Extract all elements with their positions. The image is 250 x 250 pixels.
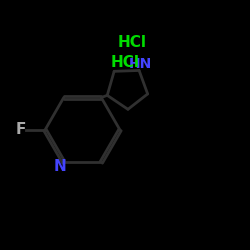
Text: HCl: HCl — [110, 55, 140, 70]
Text: HN: HN — [129, 57, 152, 71]
Text: F: F — [16, 122, 26, 138]
Text: N: N — [54, 159, 66, 174]
Text: HCl: HCl — [118, 35, 147, 50]
